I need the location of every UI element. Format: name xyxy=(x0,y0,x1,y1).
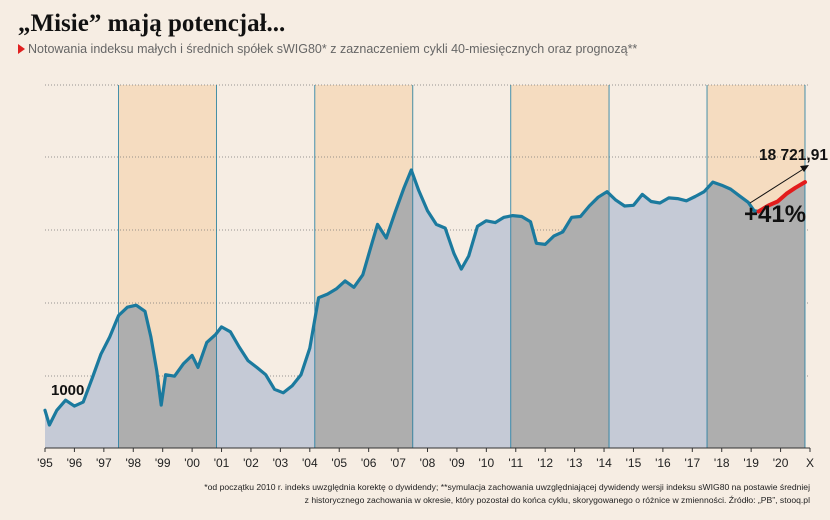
area-section-9 xyxy=(804,170,805,448)
x-tick-label-25: '19 xyxy=(743,456,759,470)
chart-subtitle: Notowania indeksu małych i średnich spół… xyxy=(18,42,637,56)
x-tick-label-18: '12 xyxy=(537,456,553,470)
x-tick-label-11: '05 xyxy=(331,456,347,470)
x-axis: '95 '96 '97 '98 '99 '00 '01 '02 '03 '04 '05 '06 '07 '… xyxy=(37,447,814,470)
cycle-dividers xyxy=(118,85,806,448)
forecast-line xyxy=(756,180,807,214)
start-value-label: 1000 xyxy=(51,382,84,399)
x-tick-label-26: '20 xyxy=(773,456,789,470)
chart-title: „Misie” mają potencjał... xyxy=(18,10,286,37)
end-value-label: 18 721,91 xyxy=(759,147,828,164)
x-tick-label-27: X xyxy=(806,456,814,470)
x-tick-label-7: '01 xyxy=(214,456,230,470)
footnote-line-1: *od początku 2010 r. indeks uwzględnia k… xyxy=(204,482,810,492)
footnote: *od początku 2010 r. indeks uwzględnia k… xyxy=(204,481,810,506)
x-tick-label-23: '17 xyxy=(684,456,700,470)
x-tick-label-24: '18 xyxy=(714,456,730,470)
x-tick-label-16: '10 xyxy=(479,456,495,470)
footnote-line-2: z historycznego zachowania w okresie, kt… xyxy=(304,494,810,505)
x-tick-label-22: '16 xyxy=(655,456,671,470)
x-tick-label-14: '08 xyxy=(420,456,436,470)
x-tick-label-5: '99 xyxy=(155,456,171,470)
x-tick-label-20: '14 xyxy=(596,456,612,470)
x-tick-label-15: '09 xyxy=(449,456,465,470)
x-tick-label-19: '13 xyxy=(567,456,583,470)
x-tick-label-1: '95 xyxy=(37,456,53,470)
x-tick-label-13: '07 xyxy=(390,456,406,470)
x-tick-label-8: '02 xyxy=(243,456,259,470)
annotations: 1000 18 721,91 +41% xyxy=(51,147,828,399)
x-tick-label-21: '15 xyxy=(626,456,642,470)
index-lines xyxy=(43,168,807,427)
history-line xyxy=(43,168,761,427)
area-section-3 xyxy=(216,170,315,448)
x-tick-label-9: '03 xyxy=(273,456,289,470)
subtitle-text: Notowania indeksu małych i średnich spół… xyxy=(28,42,638,56)
x-tick-label-17: '11 xyxy=(508,456,523,470)
change-arrow-head xyxy=(800,165,809,172)
area-section-8 xyxy=(707,170,805,448)
x-tick-label-3: '97 xyxy=(96,456,112,470)
change-arrow xyxy=(749,167,806,204)
change-label: +41% xyxy=(744,201,806,228)
x-tick-label-6: '00 xyxy=(184,456,200,470)
x-tick-label-12: '06 xyxy=(361,456,377,470)
x-tick-label-10: '04 xyxy=(302,456,318,470)
area-section-7 xyxy=(609,170,708,448)
red-triangle-icon xyxy=(18,44,25,54)
x-tick-label-4: '98 xyxy=(125,456,141,470)
x-tick-label-2: '96 xyxy=(67,456,83,470)
